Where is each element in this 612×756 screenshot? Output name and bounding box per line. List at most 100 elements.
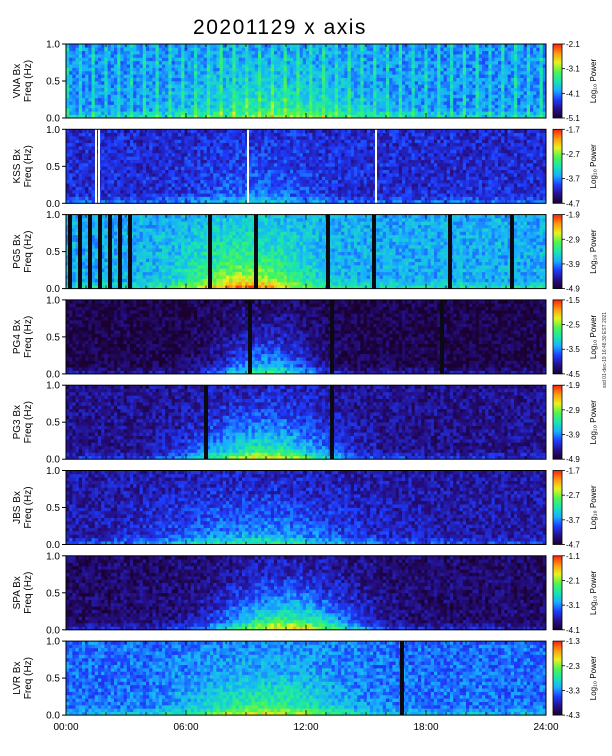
heatmap-cell: [114, 54, 118, 58]
heatmap-cell: [370, 91, 374, 95]
heatmap-cell: [136, 104, 140, 109]
heatmap-cell: [526, 50, 531, 55]
heatmap-cell: [120, 67, 124, 72]
heatmap-cell: [126, 179, 131, 184]
heatmap-cell: [338, 84, 342, 89]
heatmap-cell: [478, 84, 483, 89]
heatmap-cell: [309, 54, 313, 58]
heatmap-cell: [168, 173, 172, 177]
heatmap-cell: [168, 199, 172, 204]
heatmap-cell: [171, 87, 176, 92]
heatmap-cell: [318, 114, 323, 119]
heatmap-cell: [494, 91, 499, 95]
heatmap-cell: [267, 166, 272, 171]
heatmap-cell: [107, 97, 112, 102]
heatmap-cell: [331, 44, 336, 48]
heatmap-cell: [126, 169, 131, 174]
heatmap-cell: [130, 176, 134, 181]
heatmap-cell: [75, 159, 80, 164]
heatmap-cell: [274, 60, 278, 65]
heatmap-cell: [334, 64, 339, 68]
heatmap-cell: [302, 91, 307, 95]
heatmap-cell: [91, 87, 96, 92]
heatmap-cell: [539, 111, 544, 115]
heatmap-cell: [226, 173, 230, 177]
heatmap-cell: [104, 142, 108, 147]
heatmap-cell: [504, 97, 508, 102]
heatmap-cell: [203, 91, 208, 95]
heatmap-cell: [85, 77, 89, 82]
heatmap-cell: [181, 87, 185, 92]
heatmap-cell: [114, 87, 118, 92]
heatmap-cell: [456, 84, 460, 89]
heatmap-cell: [184, 142, 188, 147]
heatmap-cell: [123, 176, 128, 181]
heatmap-cell: [126, 70, 131, 75]
heatmap-cell: [184, 77, 188, 82]
heatmap-cell: [75, 176, 80, 181]
heatmap-cell: [379, 111, 384, 115]
heatmap-cell: [232, 162, 236, 167]
heatmap-cell: [149, 97, 153, 102]
heatmap-cell: [274, 107, 278, 112]
heatmap-cell: [155, 189, 160, 194]
heatmap-cell: [181, 114, 185, 119]
heatmap-cell: [437, 47, 441, 52]
heatmap-cell: [203, 136, 208, 140]
heatmap-cell: [542, 64, 547, 68]
heatmap-cell: [194, 97, 198, 102]
heatmap-cell: [472, 67, 476, 72]
heatmap-cell: [286, 111, 291, 115]
heatmap-cell: [197, 152, 201, 157]
heatmap-cell: [402, 87, 406, 92]
heatmap-cell: [187, 77, 192, 82]
heatmap-cell: [373, 81, 377, 85]
heatmap-cell: [514, 50, 518, 55]
heatmap-cell: [133, 193, 137, 197]
heatmap-cell: [117, 146, 121, 150]
heatmap-cell: [466, 87, 470, 92]
heatmap-cell: [379, 84, 384, 89]
heatmap-cell: [194, 129, 198, 134]
heatmap-cell: [248, 189, 252, 194]
heatmap-cell: [120, 94, 124, 99]
heatmap-cell: [88, 74, 92, 78]
heatmap-cell: [430, 91, 435, 95]
heatmap-cell: [238, 149, 243, 154]
heatmap-cell: [229, 186, 233, 191]
heatmap-cell: [264, 87, 268, 92]
heatmap-cell: [162, 159, 166, 164]
heatmap-cell: [478, 101, 483, 105]
heatmap-cell: [443, 114, 448, 119]
heatmap-cell: [158, 179, 163, 184]
heatmap-cell: [261, 149, 265, 154]
heatmap-cell: [277, 57, 281, 62]
heatmap-cell: [114, 50, 118, 55]
heatmap-cell: [402, 97, 406, 102]
heatmap-cell: [222, 50, 227, 55]
heatmap-cell: [190, 64, 195, 68]
heatmap-cell: [514, 64, 518, 68]
heatmap-cell: [226, 142, 230, 147]
heatmap-cell: [315, 101, 320, 105]
heatmap-cell: [130, 64, 134, 68]
heatmap-cell: [104, 189, 108, 194]
heatmap-cell: [101, 142, 105, 147]
heatmap-cell: [290, 142, 294, 147]
heatmap-cell: [517, 107, 521, 112]
heatmap-cell: [229, 199, 233, 204]
heatmap-cell: [216, 104, 220, 109]
heatmap-cell: [123, 47, 128, 52]
heatmap-cell: [139, 101, 144, 105]
heatmap-cell: [178, 176, 182, 181]
heatmap-cell: [309, 91, 313, 95]
heatmap-cell: [238, 159, 243, 164]
heatmap-cell: [322, 101, 326, 105]
heatmap-cell: [178, 156, 182, 160]
heatmap-cell: [306, 81, 310, 85]
heatmap-cell: [181, 173, 185, 177]
heatmap-cell: [245, 149, 249, 154]
heatmap-cell: [126, 173, 131, 177]
heatmap-cell: [242, 152, 246, 157]
heatmap-cell: [245, 152, 249, 157]
